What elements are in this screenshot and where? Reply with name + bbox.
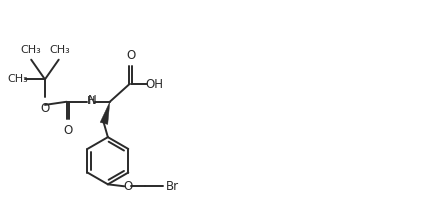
Text: N: N [88,94,97,108]
Text: H: H [87,96,95,106]
Text: O: O [40,102,50,115]
Text: OH: OH [145,78,163,90]
Text: O: O [64,124,73,137]
Text: Br: Br [166,180,179,193]
Text: CH₃: CH₃ [7,74,28,84]
Text: CH₃: CH₃ [20,45,41,55]
Polygon shape [100,102,110,124]
Text: O: O [126,49,136,62]
Text: O: O [123,180,132,193]
Text: CH₃: CH₃ [49,45,70,55]
